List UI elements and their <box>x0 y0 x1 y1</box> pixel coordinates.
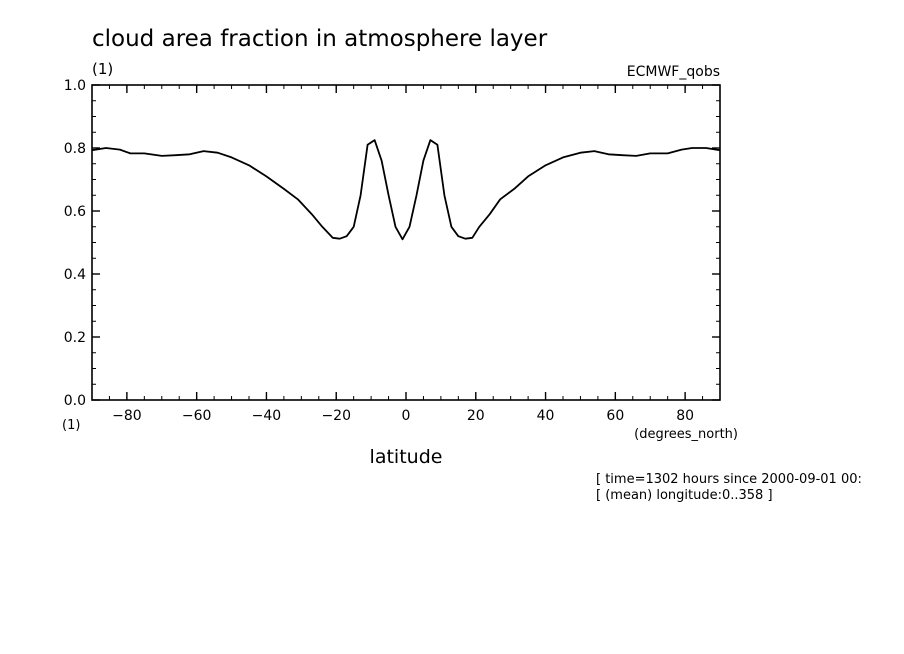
x-tick-label: 40 <box>537 408 555 424</box>
time-note: [ time=1302 hours since 2000-09-01 00: <box>596 472 862 487</box>
chart-title: cloud area fraction in atmosphere layer <box>92 26 548 52</box>
x-tick-label: 60 <box>606 408 624 424</box>
dataset-label: ECMWF_qobs <box>627 64 720 80</box>
series-line <box>91 139 721 241</box>
x-axis-units: (degrees_north) <box>634 427 738 442</box>
x-tick-label: 0 <box>402 408 411 424</box>
y-tick-label: 0.6 <box>64 204 86 220</box>
plot-frame <box>91 84 721 401</box>
x-tick-label: 20 <box>467 408 485 424</box>
y-tick-label: 0.4 <box>64 267 86 283</box>
x-units-left-label: (1) <box>62 418 80 433</box>
y-tick-label: 0.8 <box>64 141 86 157</box>
longitude-note: [ (mean) longitude:0..358 ] <box>596 488 773 503</box>
x-axis: −80 −60 −40 −20 0 20 40 60 80 <box>91 85 721 424</box>
y-tick-label: 0.0 <box>64 393 86 409</box>
x-tick-label: −40 <box>252 408 282 424</box>
x-tick-label: 80 <box>676 408 694 424</box>
series-layer <box>91 139 721 241</box>
x-tick-label: −80 <box>112 408 142 424</box>
y-units-label: (1) <box>92 60 113 78</box>
y-tick-label: 1.0 <box>64 78 86 94</box>
x-tick-label: −60 <box>182 408 212 424</box>
x-axis-label: latitude <box>370 446 443 468</box>
y-tick-label: 0.2 <box>64 330 86 346</box>
x-tick-label: −20 <box>321 408 351 424</box>
y-axis: 0.0 0.2 0.4 0.6 0.8 1.0 <box>64 78 720 409</box>
